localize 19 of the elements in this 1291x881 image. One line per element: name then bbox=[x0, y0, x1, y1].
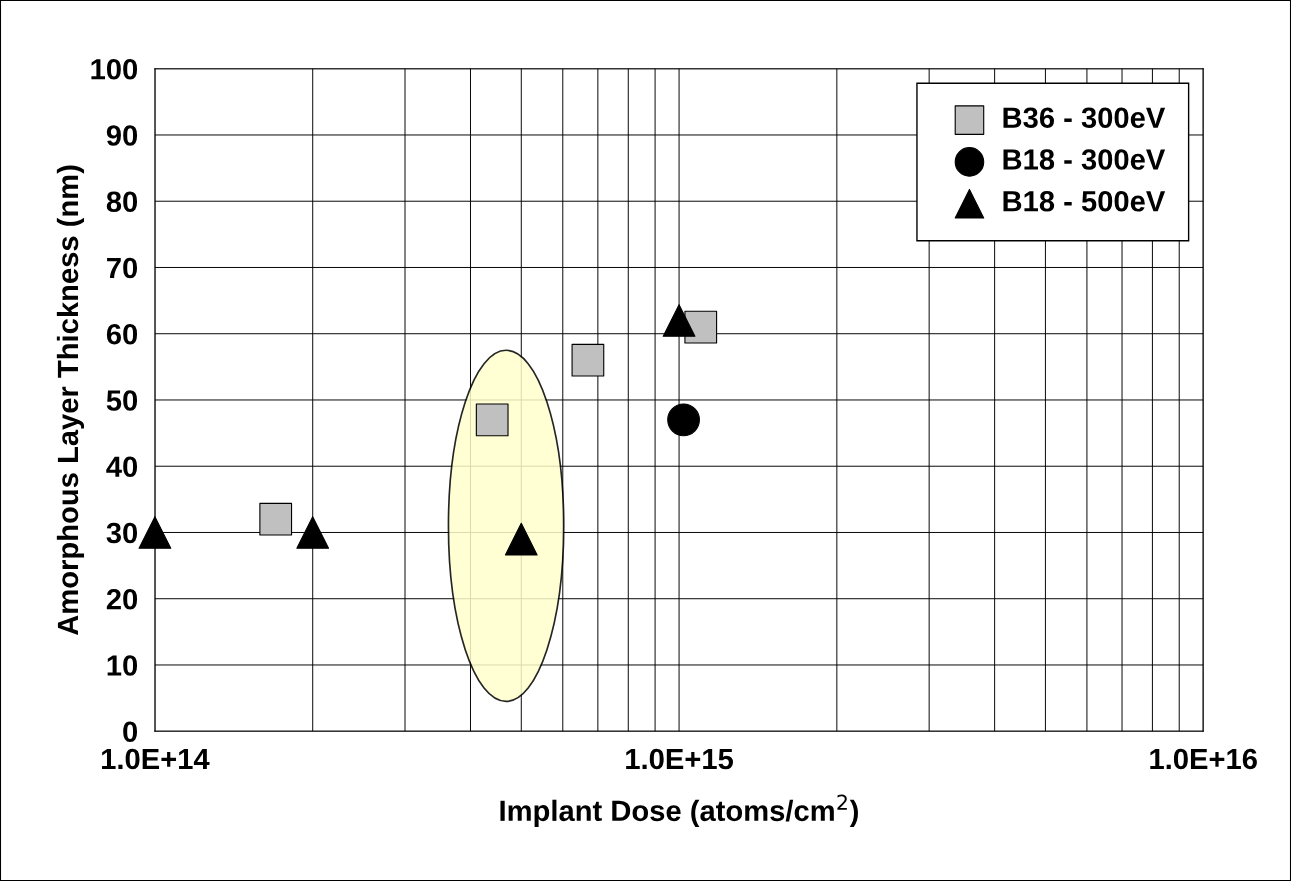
y-tick-label: 70 bbox=[107, 257, 138, 279]
legend-label: B36 - 300eV bbox=[1003, 107, 1166, 129]
y-tick-label: 100 bbox=[91, 58, 138, 80]
y-axis-title: Amorphous Layer Thickness (nm) bbox=[56, 165, 85, 636]
x-tick-label: 1.0E+15 bbox=[626, 748, 733, 770]
y-tick-label: 50 bbox=[106, 390, 138, 411]
y-tick-label: 60 bbox=[106, 323, 138, 345]
y-tick-label: 20 bbox=[106, 588, 138, 610]
legend-label: B18 - 500eV bbox=[1003, 190, 1166, 212]
y-tick-label: 80 bbox=[106, 191, 138, 213]
x-tick-label: 1.0E+16 bbox=[1150, 748, 1257, 770]
y-tick-label: 0 bbox=[123, 721, 138, 743]
y-tick-label: 10 bbox=[107, 655, 138, 676]
y-tick-label: 30 bbox=[106, 522, 138, 544]
y-tick-label: 90 bbox=[106, 125, 138, 146]
y-tick-label: 40 bbox=[106, 456, 138, 478]
x-tick-label: 1.0E+14 bbox=[102, 748, 210, 770]
x-axis-title: Implant Dose (atoms/cm$^{2}$) bbox=[500, 794, 858, 827]
legend-label: B18 - 300eV bbox=[1003, 149, 1166, 170]
